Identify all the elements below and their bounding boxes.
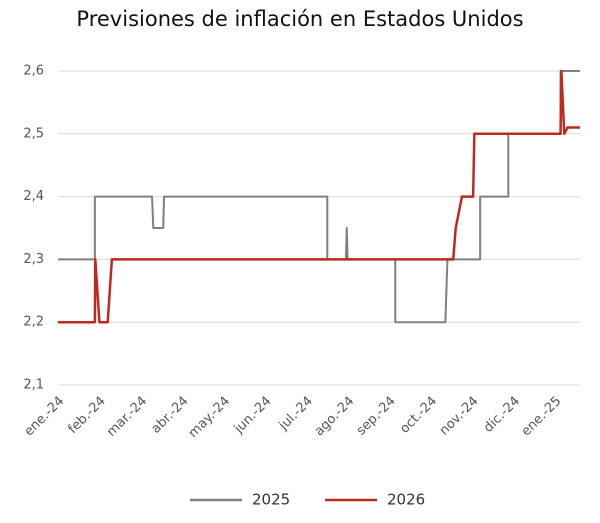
x-tick-label: jun.-24 xyxy=(231,394,274,437)
y-tick-label: 2,5 xyxy=(23,126,44,141)
x-tick-label: ago.-24 xyxy=(312,394,357,439)
legend-label: 2025 xyxy=(252,491,290,509)
x-tick-label: sep.-24 xyxy=(354,394,399,439)
x-tick-label: may.-24 xyxy=(186,394,233,441)
y-tick-label: 2,2 xyxy=(23,315,44,330)
x-tick-label: jul.-24 xyxy=(276,394,316,434)
x-tick-label: oct.-24 xyxy=(397,394,440,437)
x-tick-label: dic.-24 xyxy=(481,394,523,436)
y-tick-label: 2,6 xyxy=(23,64,44,79)
y-tick-label: 2,4 xyxy=(23,189,44,204)
legend-label: 2026 xyxy=(387,491,425,509)
series-line xyxy=(58,70,580,324)
x-tick-label: mar.-24 xyxy=(104,394,150,440)
y-tick-label: 2,1 xyxy=(23,378,44,393)
x-tick-label: ene.-24 xyxy=(22,394,68,440)
x-tick-label: nov.-24 xyxy=(437,394,482,439)
chart-title: Previsiones de inflación en Estados Unid… xyxy=(76,7,523,31)
x-tick-label: ene.-25 xyxy=(519,394,565,440)
x-tick-label: feb.-24 xyxy=(65,394,108,437)
y-tick-label: 2,3 xyxy=(23,252,44,267)
series-line xyxy=(58,69,580,324)
